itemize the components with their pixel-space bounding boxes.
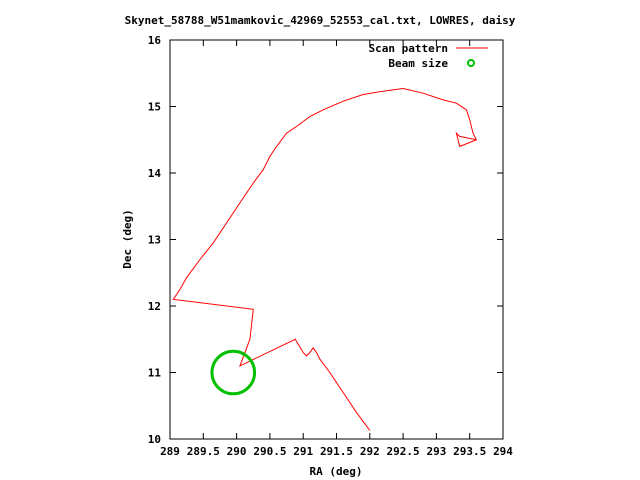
- x-tick-label: 290: [227, 445, 247, 458]
- y-tick-label: 13: [148, 234, 161, 247]
- x-ticks: 289 289.5 290 290.5 291 291.5 292 292.5 293 293.5…: [160, 40, 513, 458]
- y-tick-label: 12: [148, 300, 161, 313]
- x-axis-label: RA (deg): [310, 465, 363, 478]
- x-tick-label: 291.5: [320, 445, 353, 458]
- y-tick-label: 10: [148, 433, 161, 446]
- x-tick-label: 293: [426, 445, 446, 458]
- x-tick-label: 294: [493, 445, 513, 458]
- x-tick-label: 293.5: [453, 445, 486, 458]
- scan-pattern-line: [172, 87, 478, 431]
- legend: Scan pattern Beam size: [369, 42, 488, 70]
- y-axis-label: Dec (deg): [121, 209, 134, 269]
- legend-marker-beam-size: [467, 59, 475, 67]
- x-tick-label: 291: [293, 445, 313, 458]
- x-tick-label: 290.5: [253, 445, 286, 458]
- x-tick-label: 292.5: [387, 445, 420, 458]
- y-ticks: 10 11 12 13 14 15 16: [148, 34, 503, 446]
- y-tick-label: 16: [148, 34, 162, 47]
- y-tick-label: 11: [148, 367, 162, 380]
- y-tick-label: 14: [148, 167, 162, 180]
- beam-size-circle: [210, 349, 257, 396]
- legend-label-scan-pattern: Scan pattern: [369, 42, 448, 55]
- y-tick-label: 15: [148, 101, 161, 114]
- x-tick-label: 292: [360, 445, 380, 458]
- chart-title: Skynet_58788_W51mamkovic_42969_52553_cal…: [125, 14, 516, 27]
- x-tick-label: 289: [160, 445, 180, 458]
- x-tick-label: 289.5: [187, 445, 220, 458]
- plot-frame: [169, 39, 504, 440]
- legend-label-beam-size: Beam size: [388, 57, 448, 70]
